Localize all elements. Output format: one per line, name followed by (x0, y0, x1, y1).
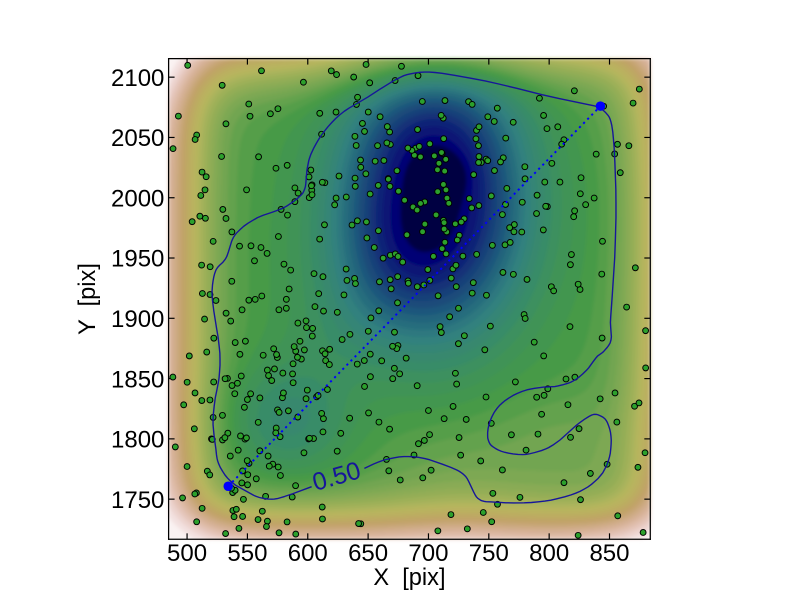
svg-text:1850: 1850 (111, 366, 164, 393)
svg-text:1900: 1900 (111, 306, 164, 333)
svg-text:1950: 1950 (111, 246, 164, 273)
svg-text:500: 500 (167, 540, 207, 567)
svg-text:850: 850 (589, 540, 629, 567)
svg-text:1750: 1750 (111, 487, 164, 514)
svg-text:2050: 2050 (111, 125, 164, 152)
svg-text:550: 550 (227, 540, 267, 567)
svg-text:800: 800 (529, 540, 569, 567)
svg-text:750: 750 (469, 540, 509, 567)
svg-text:700: 700 (408, 540, 448, 567)
svg-text:Y [pix]: Y [pix] (75, 263, 101, 335)
svg-text:X [pix]: X [pix] (373, 565, 445, 591)
svg-text:2000: 2000 (111, 185, 164, 212)
svg-text:1800: 1800 (111, 427, 164, 454)
svg-text:2100: 2100 (111, 65, 164, 92)
svg-text:650: 650 (348, 540, 388, 567)
svg-text:600: 600 (288, 540, 328, 567)
